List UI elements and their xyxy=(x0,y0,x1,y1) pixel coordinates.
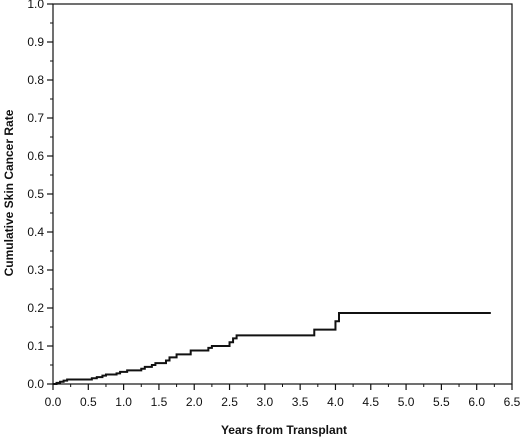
x-tick-label: 5.0 xyxy=(398,395,415,409)
y-tick-label: 0.1 xyxy=(27,339,44,353)
x-tick-label: 4.0 xyxy=(327,395,344,409)
x-tick-label: 4.5 xyxy=(362,395,379,409)
x-tick-label: 0.5 xyxy=(80,395,97,409)
y-tick-label: 0.8 xyxy=(27,73,44,87)
y-axis: 0.0 0.1 0.2 0.3 0.4 0.5 0.6 0.7 0.8 0.9 1.0 xyxy=(27,0,53,391)
y-tick-label: 0.2 xyxy=(27,301,44,315)
x-tick-label: 2.5 xyxy=(221,395,238,409)
x-tick-label: 0.0 xyxy=(45,395,62,409)
y-tick-label: 0.4 xyxy=(27,225,44,239)
series-line xyxy=(53,311,491,385)
x-tick-label: 2.0 xyxy=(186,395,203,409)
y-tick-label: 0.0 xyxy=(27,377,44,391)
y-axis-title: Cumulative Skin Cancer Rate xyxy=(2,109,16,276)
plot-frame xyxy=(52,3,513,385)
x-tick-label: 6.0 xyxy=(468,395,485,409)
x-tick-label: 5.5 xyxy=(433,395,450,409)
x-axis: 0.0 0.5 1.0 1.5 2.0 2.5 3.0 3.5 4.0 4.5 5.0 5.5 6.0 6… xyxy=(45,384,520,409)
y-tick-label: 0.7 xyxy=(27,111,44,125)
x-tick-label: 1.5 xyxy=(151,395,168,409)
y-tick-label: 0.6 xyxy=(27,149,44,163)
x-axis-title: Years from Transplant xyxy=(221,423,347,437)
x-tick-label: 3.5 xyxy=(292,395,309,409)
x-tick-label: 6.5 xyxy=(504,395,520,409)
x-tick-label: 3.0 xyxy=(257,395,274,409)
axes xyxy=(52,3,513,385)
y-tick-label: 0.9 xyxy=(27,35,44,49)
y-tick-label: 1.0 xyxy=(27,0,44,11)
y-tick-label: 0.5 xyxy=(27,187,44,201)
y-tick-label: 0.3 xyxy=(27,263,44,277)
x-tick-label: 1.0 xyxy=(115,395,132,409)
